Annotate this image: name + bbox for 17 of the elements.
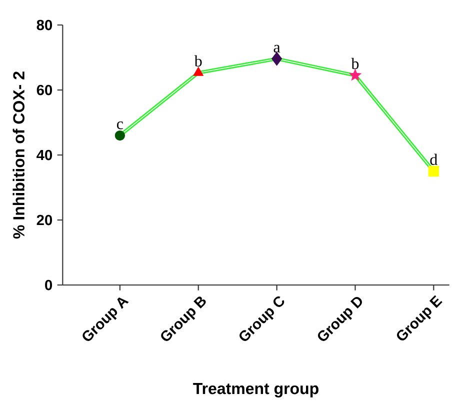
point xyxy=(114,130,125,141)
point xyxy=(272,52,282,66)
point xyxy=(349,69,362,81)
annotation: b xyxy=(194,55,202,67)
y-tick-label: 60 xyxy=(36,84,52,96)
annotation: c xyxy=(116,122,123,130)
annotation: a xyxy=(274,44,280,53)
y-tick-label: 40 xyxy=(36,150,52,160)
x-axis-title: Treatment group xyxy=(193,383,318,398)
y-axis-title: % Inhibition of COX- 2 xyxy=(12,72,24,239)
y-tick-label: 80 xyxy=(36,20,52,30)
y-tick-label: 0 xyxy=(45,280,52,290)
y-tick-label: 20 xyxy=(36,214,52,226)
point xyxy=(193,66,204,76)
annotation: d xyxy=(430,154,438,165)
annotation: b xyxy=(351,58,359,70)
point xyxy=(428,166,439,177)
